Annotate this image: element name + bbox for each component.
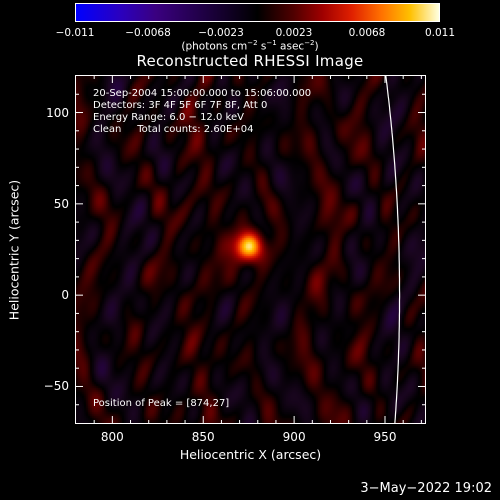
y-tick-label: 100 [46,105,69,120]
plot-area: 20-Sep-2004 15:00:00.000 to 15:06:00.000… [75,75,426,424]
colorbar-tick-label: 0.0023 [275,27,313,39]
chart-title: Reconstructed RHESSI Image [136,52,364,70]
x-axis-label: Heliocentric X (arcsec) [179,447,322,462]
info-detectors: Detectors: 3F 4F 5F 6F 7F 8F, Att 0 [93,100,268,111]
heatmap-image [76,76,425,423]
x-tick-label: 900 [282,430,306,444]
colorbar-tick-label: −0.0023 [198,27,244,39]
colorbar-tick-label: 0.0068 [348,27,386,39]
x-tick-label: 800 [100,430,124,444]
colorbar-tick-label: −0.0068 [125,27,171,39]
y-tick-label: 50 [53,196,69,211]
x-tick-label: 950 [373,430,397,444]
info-energy-range: Energy Range: 6.0 − 12.0 keV [93,112,244,123]
colorbar [75,3,440,22]
axis-ticks [76,76,425,423]
y-tick-label: −50 [43,379,69,394]
y-tick-label: 0 [61,288,69,303]
x-tick-label: 850 [191,430,215,444]
peak-position-label: Position of Peak = [874,27] [93,398,230,409]
solar-limb-line [385,76,401,423]
info-clean-counts: Clean Total counts: 2.60E+04 [93,124,254,135]
colorbar-tick-label: 0.011 [424,27,456,39]
colorbar-units: (photons cm−2 s−1 asec−2) [181,39,319,53]
plot-timestamp: 3−May−2022 19:02 [360,481,492,496]
colorbar-tick-label: −0.011 [55,27,95,39]
plot-overlay [76,76,425,423]
y-axis-label: Heliocentric Y (arcsec) [6,179,22,321]
info-time-range: 20-Sep-2004 15:00:00.000 to 15:06:00.000 [93,88,312,99]
